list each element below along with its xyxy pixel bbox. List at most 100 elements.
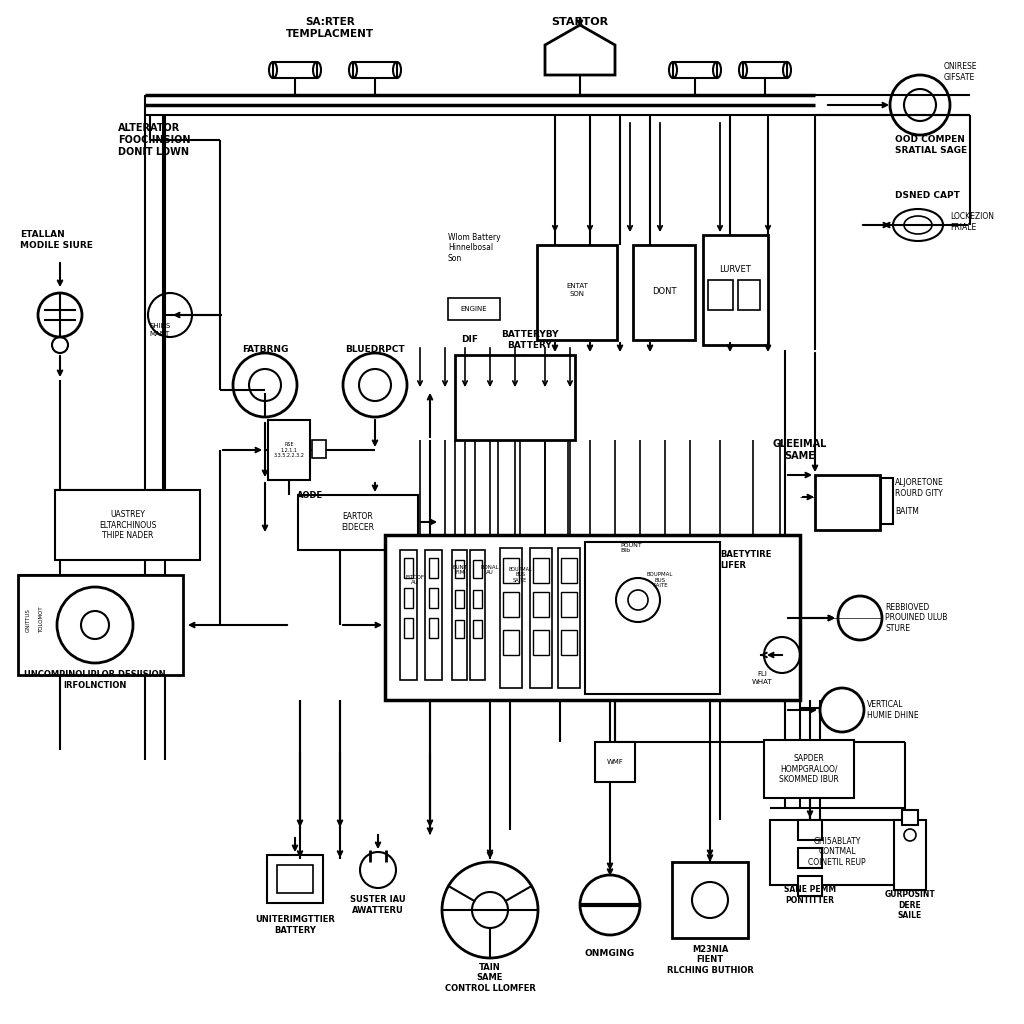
Bar [470,550,485,680]
Bar [455,590,464,608]
Text: ONIRESE
GIFSATE: ONIRESE GIFSATE [944,62,978,82]
Text: BATTERYBY
BATTERY: BATTERYBY BATTERY [502,331,559,350]
Bar [298,495,418,550]
Bar [404,588,413,608]
Bar [273,62,317,78]
Bar [894,820,926,890]
Bar [672,862,748,938]
Text: VERTICAL
HUMIE DHINE: VERTICAL HUMIE DHINE [867,700,919,720]
Text: BLUEDRPCT: BLUEDRPCT [345,345,404,354]
Text: SHINS
MANT: SHINS MANT [150,324,171,337]
Bar [473,560,482,578]
Bar [534,592,549,617]
Text: SUSTER IAU
AWATTERU: SUSTER IAU AWATTERU [350,895,406,914]
Text: ALJORETONE
ROURD GITY: ALJORETONE ROURD GITY [895,478,944,498]
Bar [55,490,200,560]
Bar [503,558,519,583]
Bar [404,558,413,578]
Bar [561,630,577,655]
Bar [473,620,482,638]
Bar [673,62,717,78]
Text: BOUPMAL
BUS
SAITE: BOUPMAL BUS SAITE [647,571,673,589]
Bar [267,855,323,903]
Bar [18,575,183,675]
Text: GNITTUS: GNITTUS [26,608,31,632]
Text: UASTREY
ELTARCHINOUS
THIPE NADER: UASTREY ELTARCHINOUS THIPE NADER [99,510,157,540]
Bar [534,558,549,583]
Text: ENTAT
SON: ENTAT SON [566,284,588,297]
Bar [400,550,417,680]
Bar [743,62,787,78]
Ellipse shape [893,209,943,241]
Text: Wlom Battery
Hinnelbosal
Son: Wlom Battery Hinnelbosal Son [449,233,501,263]
Bar [503,630,519,655]
Bar [537,245,617,340]
Bar [770,820,905,885]
Text: BAITM: BAITM [895,508,919,516]
Text: FATBRNG: FATBRNG [242,345,288,354]
Bar [764,740,854,798]
Bar [404,618,413,638]
Polygon shape [545,25,615,75]
Bar [429,588,438,608]
Text: OOD COMPEN
SRATIAL SAGE: OOD COMPEN SRATIAL SAGE [895,135,967,155]
Bar [902,810,918,825]
Bar [503,592,519,617]
Text: DSNED CAPT: DSNED CAPT [895,190,959,200]
Text: REBBIOVED
PROUINED ULUB
STURE: REBBIOVED PROUINED ULUB STURE [885,603,947,633]
Text: SAPDER
HOMPGRALOO/
SKOMMED IBUR: SAPDER HOMPGRALOO/ SKOMMED IBUR [779,754,839,784]
Bar [425,550,442,680]
Bar [595,742,635,782]
Text: DONT: DONT [651,288,676,297]
Text: TAIN
SAME
CONTROL LLOMFER: TAIN SAME CONTROL LLOMFER [444,964,536,993]
Text: SANE PEMM
PONTITTER: SANE PEMM PONTITTER [784,886,836,904]
Text: EARTOR
EIDECER: EARTOR EIDECER [341,512,375,531]
Text: BOUPMAL
BUS
SAITE: BOUPMAL BUS SAITE [508,566,531,584]
Bar [449,298,500,319]
Text: ALTERATOR
FOOCIINSION
DONIT LOWN: ALTERATOR FOOCIINSION DONIT LOWN [118,124,190,157]
Text: WMF: WMF [606,759,624,765]
Bar [558,548,580,688]
Bar [798,820,822,840]
Bar [429,558,438,578]
Text: SA:RTER
TEMPLACMENT: SA:RTER TEMPLACMENT [286,17,374,39]
Bar [738,280,760,310]
Text: BAETYTIRE
LIFER: BAETYTIRE LIFER [720,550,771,569]
Bar [561,558,577,583]
Text: LOCKEZION
FRIALE: LOCKEZION FRIALE [950,212,994,231]
Text: FLI
WHAT: FLI WHAT [752,672,772,684]
Bar [500,548,522,688]
Text: M23NIA
FIENT
RLCHING BUTHIOR: M23NIA FIENT RLCHING BUTHIOR [667,945,754,975]
Text: ONMGING: ONMGING [585,948,635,957]
Text: ETALLAN
MODILE SIURE: ETALLAN MODILE SIURE [20,230,93,250]
Bar [633,245,695,340]
Text: ENGINE: ENGINE [461,306,487,312]
Bar [703,234,768,345]
Bar [429,618,438,638]
Text: UNCOMPINOLIPLOR DESIISION
IRFOLNCTION: UNCOMPINOLIPLOR DESIISION IRFOLNCTION [25,671,166,690]
Bar [561,592,577,617]
Bar [473,590,482,608]
Text: EITCOF
AU: EITCOF AU [406,574,425,586]
Text: GLEEIMAL
SAME: GLEEIMAL SAME [773,439,827,461]
Bar [585,542,720,694]
Bar [353,62,397,78]
Bar [268,420,310,480]
Text: POUNT
BIb: POUNT BIb [620,543,642,553]
Text: TOLOMOT: TOLOMOT [40,606,44,633]
Bar [455,620,464,638]
Bar [452,550,467,680]
Bar [798,876,822,896]
Text: RSE
1.2.1.1
3.3.5.2.2.3.2: RSE 1.2.1.1 3.3.5.2.2.3.2 [273,441,304,459]
Text: BUNT
FIM: BUNT FIM [453,564,468,575]
Text: UNITERIMGTTIER
BATTERY: UNITERIMGTTIER BATTERY [255,915,335,935]
Bar [530,548,552,688]
Bar [385,535,800,700]
Bar [455,355,575,440]
Text: LURVET: LURVET [719,265,751,274]
Text: BONAL
AU: BONAL AU [480,564,500,575]
Bar [881,478,893,524]
Bar [798,848,822,868]
Bar [708,280,733,310]
Text: GURPOSINT
DERE
SAILE: GURPOSINT DERE SAILE [885,890,935,920]
